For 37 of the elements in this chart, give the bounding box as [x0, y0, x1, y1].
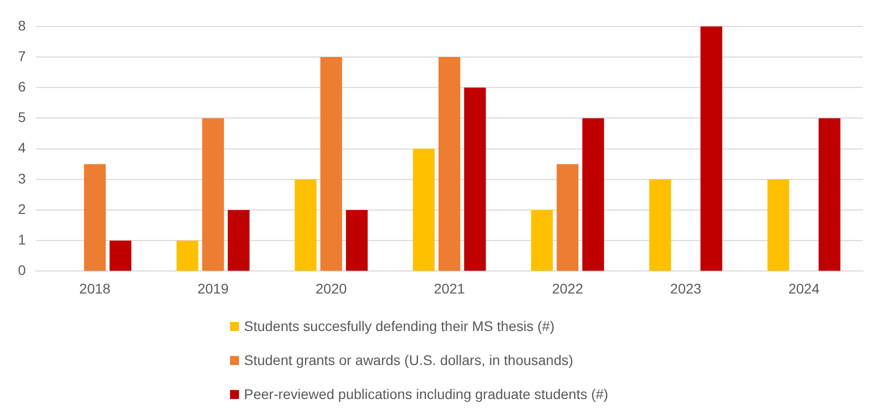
bar — [818, 118, 840, 271]
y-tick-label: 0 — [18, 262, 26, 278]
x-tick-label: 2022 — [552, 280, 584, 296]
bar — [438, 57, 460, 271]
bar — [110, 240, 132, 271]
legend-label: Peer-reviewed publications including graduate students (#) — [244, 386, 608, 402]
x-tick-label: 2021 — [434, 280, 466, 296]
legend-label: Students succesfully defending their MS thesis (#) — [244, 318, 554, 334]
y-tick-label: 3 — [18, 170, 26, 186]
x-tick-label: 2024 — [788, 280, 820, 296]
x-tick-label: 2019 — [197, 280, 229, 296]
bar — [556, 164, 578, 271]
bar — [412, 148, 435, 271]
bar — [228, 210, 250, 271]
legend-label: Student grants or awards (U.S. dollars, in thousands) — [244, 352, 574, 368]
bar — [202, 118, 224, 271]
bar — [320, 57, 342, 271]
y-tick-label: 2 — [18, 200, 26, 217]
x-tick-label: 2018 — [79, 280, 111, 296]
bar — [649, 179, 672, 271]
x-tick-label: 2020 — [316, 280, 347, 296]
y-tick-label: 8 — [18, 17, 26, 34]
y-tick-label: 5 — [18, 109, 26, 126]
bar — [294, 179, 316, 271]
y-tick-label: 7 — [18, 48, 26, 64]
y-tick-label: 4 — [18, 140, 26, 156]
bar — [84, 164, 106, 271]
bar — [767, 179, 790, 271]
bar — [531, 210, 553, 271]
bar — [464, 88, 486, 271]
x-tick-label: 2023 — [670, 280, 702, 296]
bar — [700, 26, 722, 271]
y-tick-label: 1 — [18, 231, 26, 248]
bar — [346, 210, 368, 271]
bar — [176, 240, 198, 271]
y-tick-label: 6 — [18, 78, 26, 94]
bar — [582, 118, 604, 271]
